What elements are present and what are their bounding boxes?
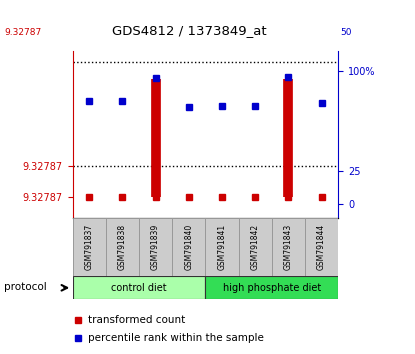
Bar (106, 218, 139, 276)
Text: 50: 50 (340, 28, 352, 37)
Text: GDS4812 / 1373849_at: GDS4812 / 1373849_at (112, 24, 267, 37)
Bar (73, 218, 106, 276)
Text: GSM791843: GSM791843 (284, 224, 293, 270)
Bar (205, 276, 338, 299)
Text: GSM791844: GSM791844 (317, 224, 326, 270)
Text: high phosphate diet: high phosphate diet (223, 282, 321, 293)
Text: percentile rank within the sample: percentile rank within the sample (88, 333, 264, 343)
Bar (272, 218, 305, 276)
Text: control diet: control diet (111, 282, 167, 293)
Bar (239, 218, 272, 276)
Text: GSM791840: GSM791840 (184, 224, 193, 270)
Bar (139, 218, 172, 276)
Text: GSM791837: GSM791837 (85, 224, 94, 270)
Text: GSM791838: GSM791838 (118, 224, 127, 270)
Text: GSM791841: GSM791841 (217, 224, 227, 270)
Text: GSM791842: GSM791842 (251, 224, 260, 270)
Text: 9.32787: 9.32787 (4, 28, 42, 37)
Bar (73, 276, 205, 299)
Text: protocol: protocol (4, 282, 47, 292)
Text: transformed count: transformed count (88, 315, 186, 325)
Text: GSM791839: GSM791839 (151, 224, 160, 270)
Bar (205, 218, 239, 276)
Bar (305, 218, 338, 276)
Bar (172, 218, 205, 276)
